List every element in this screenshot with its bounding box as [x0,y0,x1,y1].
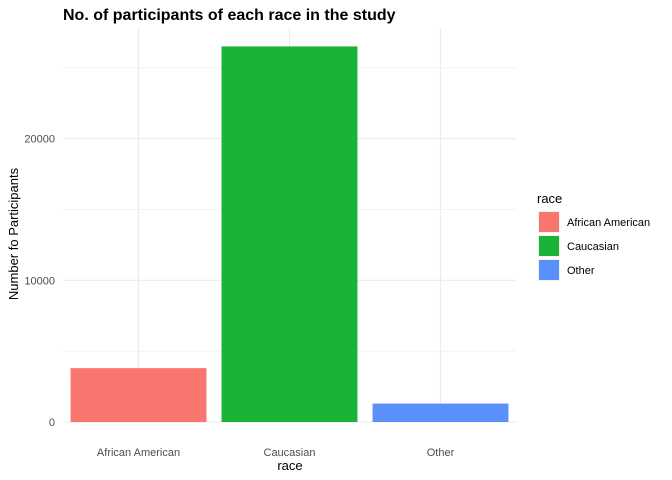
legend-title: race [537,191,562,206]
x-tick-label: African American [97,447,180,459]
y-axis-title: Number fo Participants [6,167,21,300]
y-tick-label: 20000 [24,134,55,146]
legend-label: Other [567,265,595,277]
legend-label: Caucasian [567,241,619,253]
bar-other [372,403,509,422]
bar-african-american [70,368,207,422]
x-axis-title: race [277,458,302,473]
legend-swatch [539,260,559,280]
x-tick-label: Other [427,447,455,459]
legend-label: African American [567,217,650,229]
y-axis-ticks: 0 10000 20000 [24,134,55,429]
y-tick-label: 0 [49,417,55,429]
x-axis-ticks: African American Caucasian Other [97,447,455,459]
bar-caucasian [221,46,358,422]
legend: race African American Caucasian Other [537,191,650,281]
chart-title: No. of participants of each race in the … [63,7,396,24]
bars-group [70,46,509,422]
y-tick-label: 10000 [24,275,55,287]
legend-swatch [539,236,559,256]
x-tick-label: Caucasian [264,447,316,459]
legend-swatch [539,212,559,232]
